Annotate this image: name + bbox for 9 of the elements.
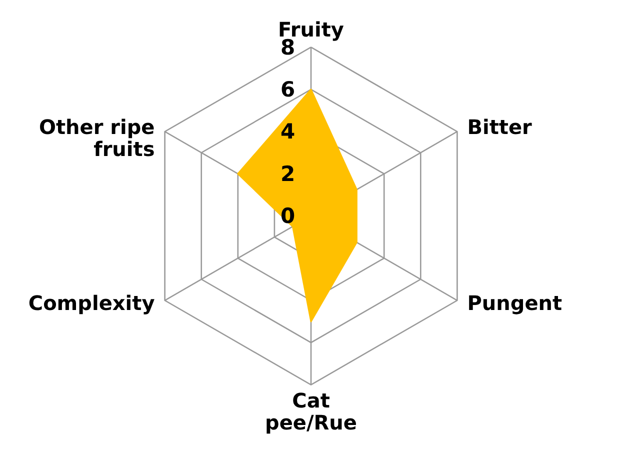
y-tick-label: 6	[280, 77, 296, 102]
spoke-label: Bitter	[467, 115, 532, 140]
spoke-label: Other ripe fruits	[38, 115, 155, 162]
y-tick-label: 0	[280, 204, 296, 228]
y-tick-label: 2	[280, 162, 296, 186]
spoke-label: Cat pee/Rue	[265, 388, 357, 435]
spoke-label: Pungent	[467, 290, 563, 315]
y-tick-label: 4	[280, 120, 296, 144]
spoke-label: Complexity	[28, 290, 155, 315]
